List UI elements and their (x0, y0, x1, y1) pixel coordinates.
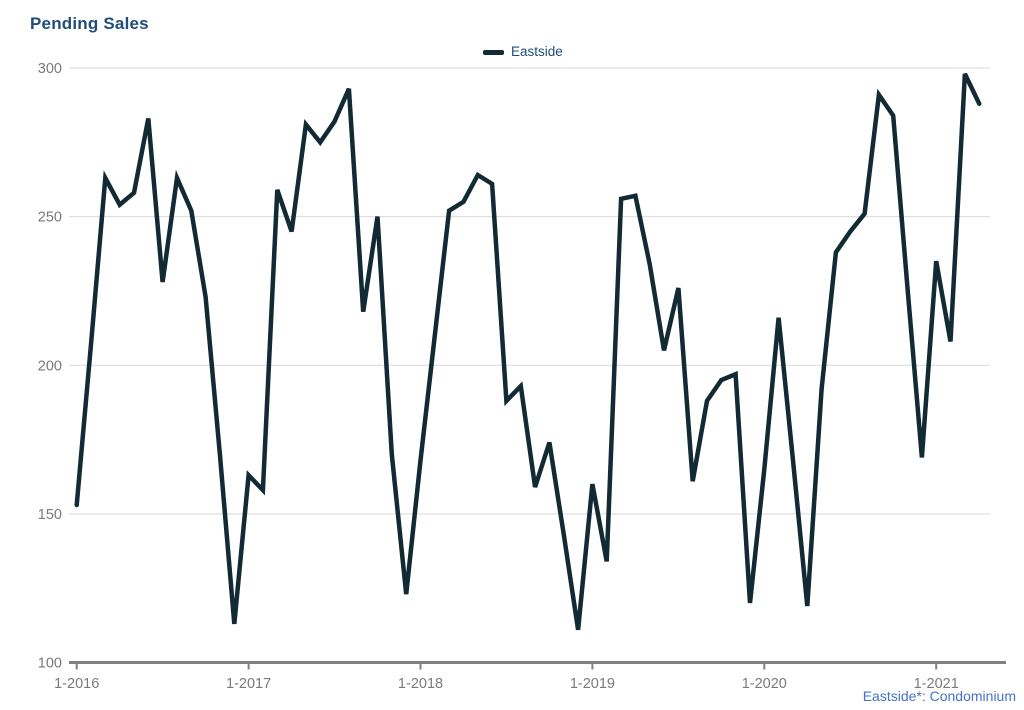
x-tick-label-1-2017: 1-2017 (226, 676, 271, 692)
x-tick-label-1-2019: 1-2019 (570, 676, 615, 692)
y-tick-label-300: 300 (38, 61, 62, 77)
series-line-eastside (74, 72, 982, 631)
y-tick-label-200: 200 (38, 358, 62, 374)
x-tick-label-1-2020: 1-2020 (742, 676, 787, 692)
y-tick-label-150: 150 (38, 507, 62, 523)
legend-line-swatch (483, 49, 504, 55)
x-tick-label-1-2018: 1-2018 (398, 676, 443, 692)
page-title: Pending Sales (30, 14, 149, 33)
y-tick-label-100: 100 (38, 656, 62, 672)
legend: Eastside (483, 44, 563, 60)
legend-series-label: Eastside (511, 44, 563, 59)
y-tick-label-250: 250 (38, 210, 62, 226)
x-tick-label-1-2021: 1-2021 (914, 676, 959, 692)
chart-footnote: Eastside*: Condominium (862, 688, 1016, 704)
x-tick-label-1-2016: 1-2016 (54, 676, 99, 692)
